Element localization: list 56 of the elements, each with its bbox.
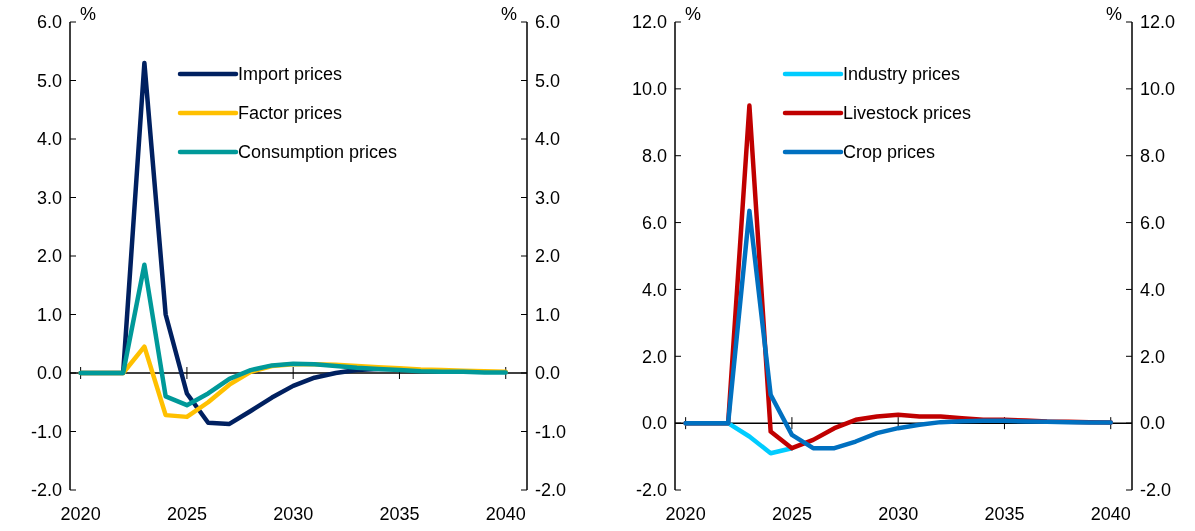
x-tick-label: 2035 (984, 504, 1025, 524)
y-tick-label: 2.0 (641, 346, 667, 367)
x-tick-label: 2040 (485, 504, 526, 524)
legend-label: Crop prices (843, 142, 936, 163)
y2-tick-label: 5.0 (535, 70, 561, 91)
legend-label: Industry prices (843, 64, 961, 85)
y-tick-label: 0.0 (36, 363, 62, 384)
y-tick-label: 8.0 (641, 146, 667, 167)
y2-tick-label: 2.0 (1140, 346, 1166, 367)
y-tick-label: -1.0 (30, 421, 62, 442)
x-tick-label: 2030 (273, 504, 314, 524)
y2-tick-label: 6.0 (535, 12, 561, 33)
x-tick-label: 2020 (665, 504, 706, 524)
y2-tick-label: -2.0 (535, 480, 567, 501)
y-tick-label: 12.0 (631, 12, 667, 33)
x-tick-label: 2025 (771, 504, 812, 524)
x-tick-label: 2030 (878, 504, 919, 524)
y2-tick-label: 0.0 (535, 363, 561, 384)
y2-tick-label: -2.0 (1140, 480, 1172, 501)
y-tick-label: 4.0 (36, 129, 62, 150)
y-tick-label: 10.0 (631, 79, 667, 100)
x-tick-label: 2020 (60, 504, 101, 524)
line-series (683, 208, 1113, 451)
x-tick-label: 2025 (166, 504, 207, 524)
x-tick-label: 2035 (379, 504, 420, 524)
y-tick-label: 4.0 (641, 279, 667, 300)
y-tick-label: 0.0 (641, 413, 667, 434)
y2-tick-label: 12.0 (1140, 12, 1176, 33)
y-axis-title: % (80, 4, 97, 24)
y2-tick-label: 6.0 (1140, 212, 1166, 233)
y2-tick-label: 10.0 (1140, 79, 1176, 100)
y-tick-label: -2.0 (30, 480, 62, 501)
y-tick-label: -2.0 (635, 480, 667, 501)
y-tick-label: 5.0 (36, 70, 62, 91)
legend-label: Factor prices (238, 103, 343, 124)
legend-label: Import prices (238, 64, 343, 85)
y2-tick-label: 4.0 (535, 129, 561, 150)
y2-tick-label: 0.0 (1140, 413, 1166, 434)
y2-tick-label: -1.0 (535, 421, 567, 442)
y2-tick-label: 8.0 (1140, 146, 1166, 167)
y2-tick-label: 2.0 (535, 246, 561, 267)
legend-label: Livestock prices (843, 103, 972, 124)
y2-axis-title: % (1105, 4, 1122, 24)
line-series (78, 262, 508, 408)
x-tick-label: 2040 (1090, 504, 1131, 524)
y-tick-label: 1.0 (36, 304, 62, 325)
y-axis-title: % (685, 4, 702, 24)
legend-label: Consumption prices (238, 142, 398, 163)
y-tick-label: 2.0 (36, 246, 62, 267)
y-tick-label: 6.0 (36, 12, 62, 33)
y2-tick-label: 1.0 (535, 304, 561, 325)
y2-tick-label: 3.0 (535, 187, 561, 208)
y-tick-label: 3.0 (36, 187, 62, 208)
y2-tick-label: 4.0 (1140, 279, 1166, 300)
y-tick-label: 6.0 (641, 212, 667, 233)
y2-axis-title: % (500, 4, 517, 24)
